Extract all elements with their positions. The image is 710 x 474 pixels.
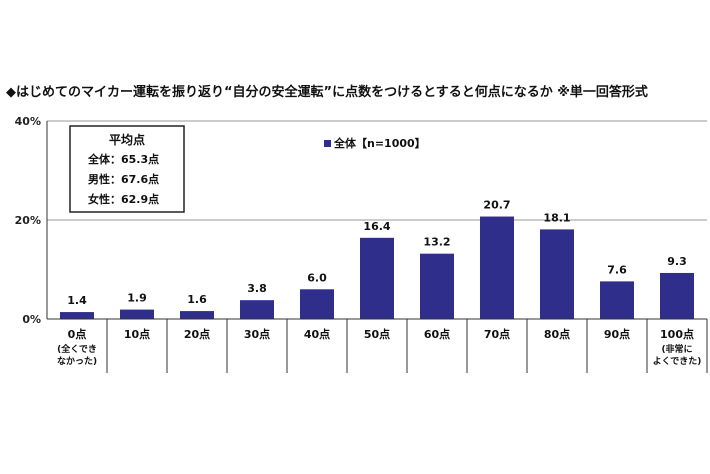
category-label: 100点 [660, 327, 694, 341]
category-label: 10点 [124, 327, 150, 341]
category-label: 70点 [484, 327, 510, 341]
value-label: 7.6 [607, 263, 627, 276]
average-box-title: 平均点 [109, 132, 145, 147]
value-labels: 1.4 1.9 1.6 3.8 6.0 16.4 13.2 20.7 18.1 7.6 9.3 [67, 199, 687, 308]
category-label: 0点 [68, 327, 87, 341]
bar [660, 272, 694, 319]
chart-title: ◆はじめてのマイカー運転を振り返り“自分の安全運転”に点数をつけるとすると何点に… [6, 85, 648, 100]
average-row-female: 女性：62.9点 [88, 192, 159, 206]
category-label: 30点 [244, 327, 270, 341]
y-tick-label: 20% [15, 214, 41, 227]
category-label: 40点 [304, 327, 330, 341]
average-row-all: 全体：65.3点 [87, 152, 159, 166]
legend: 全体【n=1000】 [324, 136, 426, 150]
bars [60, 216, 694, 319]
axes [46, 121, 708, 373]
category-label: 80点 [544, 327, 570, 341]
legend-label: 全体【n=1000】 [333, 136, 426, 150]
average-row-male: 男性：67.6点 [88, 172, 159, 186]
value-label: 1.6 [187, 293, 207, 306]
category-note: なかった) [57, 356, 97, 367]
value-label: 20.7 [483, 199, 510, 212]
bar [480, 216, 514, 319]
bar [240, 300, 274, 319]
average-box: 平均点 全体：65.3点 男性：67.6点 女性：62.9点 [69, 125, 185, 213]
average-box-frame [69, 125, 185, 213]
value-label: 1.4 [67, 294, 87, 307]
value-label: 3.8 [247, 282, 267, 295]
value-label: 13.2 [423, 236, 450, 249]
y-tick-label: 40% [15, 115, 41, 128]
bar [120, 309, 154, 319]
category-label: 50点 [364, 327, 390, 341]
bar [300, 289, 334, 319]
bar [360, 237, 394, 319]
value-label: 1.9 [127, 292, 147, 305]
category-note: よくできた) [653, 356, 702, 367]
bar [540, 229, 574, 319]
bar [600, 281, 634, 319]
value-label: 16.4 [363, 220, 390, 233]
category-label: 20点 [184, 327, 210, 341]
value-label: 6.0 [307, 271, 327, 284]
bar [60, 312, 94, 319]
y-axis-ticks: 0% 20% 40% [15, 115, 41, 326]
bar [180, 311, 214, 319]
category-label: 60点 [424, 327, 450, 341]
value-label: 9.3 [667, 255, 687, 268]
category-note: (全くでき [57, 343, 97, 355]
gridlines [47, 120, 707, 221]
value-label: 18.1 [543, 211, 570, 224]
category-label: 90点 [604, 327, 630, 341]
legend-swatch [324, 140, 331, 147]
bar [420, 253, 454, 319]
y-tick-label: 0% [22, 313, 41, 326]
category-note: (非常に [661, 343, 692, 355]
